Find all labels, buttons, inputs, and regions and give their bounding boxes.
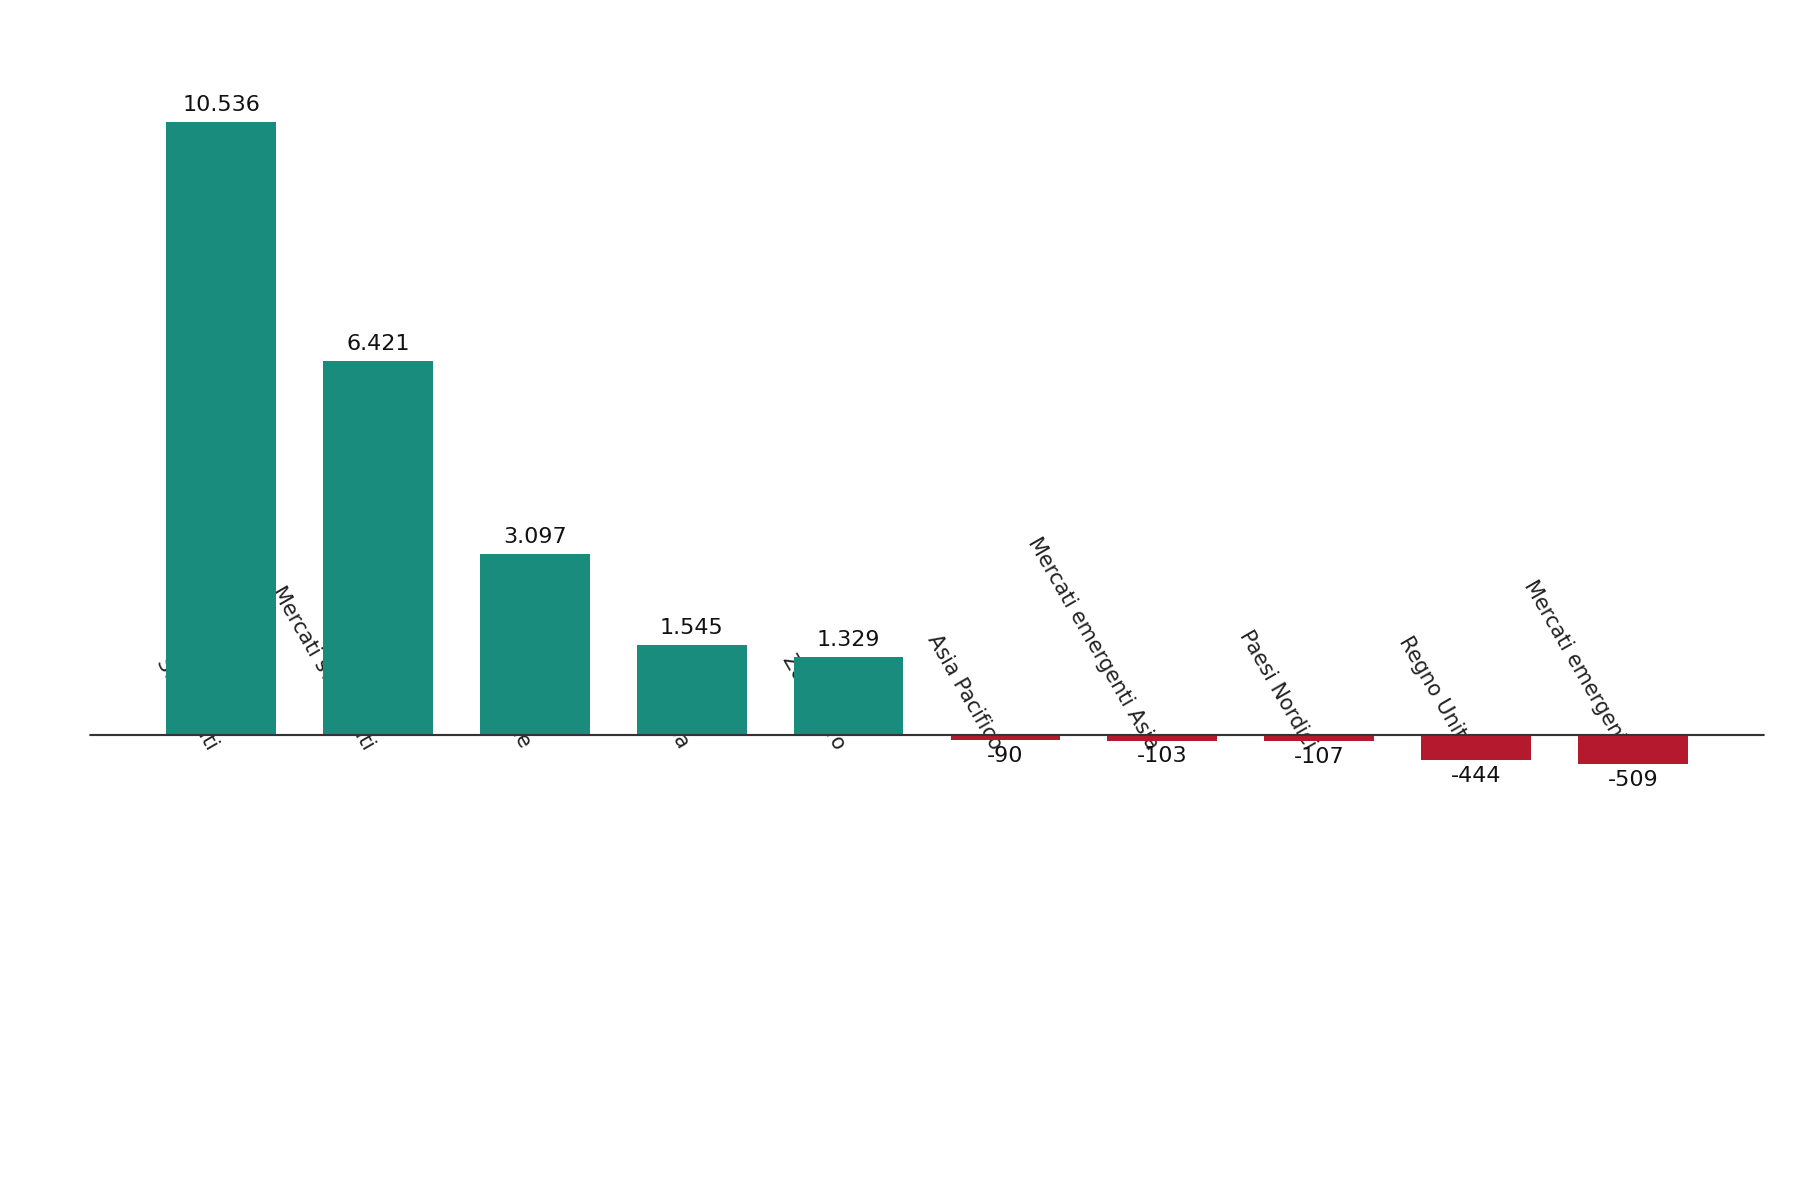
Text: 1.329: 1.329 xyxy=(817,630,880,650)
Bar xyxy=(1107,734,1217,740)
Text: -509: -509 xyxy=(1607,770,1658,790)
Text: 10.536: 10.536 xyxy=(182,95,259,114)
Bar xyxy=(322,361,432,734)
Bar xyxy=(481,554,590,734)
Text: -103: -103 xyxy=(1138,746,1188,767)
Bar xyxy=(1422,734,1532,761)
Text: -90: -90 xyxy=(986,745,1024,766)
Text: -107: -107 xyxy=(1294,746,1345,767)
Bar xyxy=(166,121,275,734)
Text: 1.545: 1.545 xyxy=(661,618,724,637)
Bar xyxy=(950,734,1060,739)
Bar xyxy=(1264,734,1373,740)
Text: 3.097: 3.097 xyxy=(502,527,567,547)
Text: -444: -444 xyxy=(1451,766,1501,786)
Bar xyxy=(637,644,747,734)
Bar xyxy=(1579,734,1688,764)
Text: 6.421: 6.421 xyxy=(346,334,410,354)
Bar xyxy=(794,658,904,734)
